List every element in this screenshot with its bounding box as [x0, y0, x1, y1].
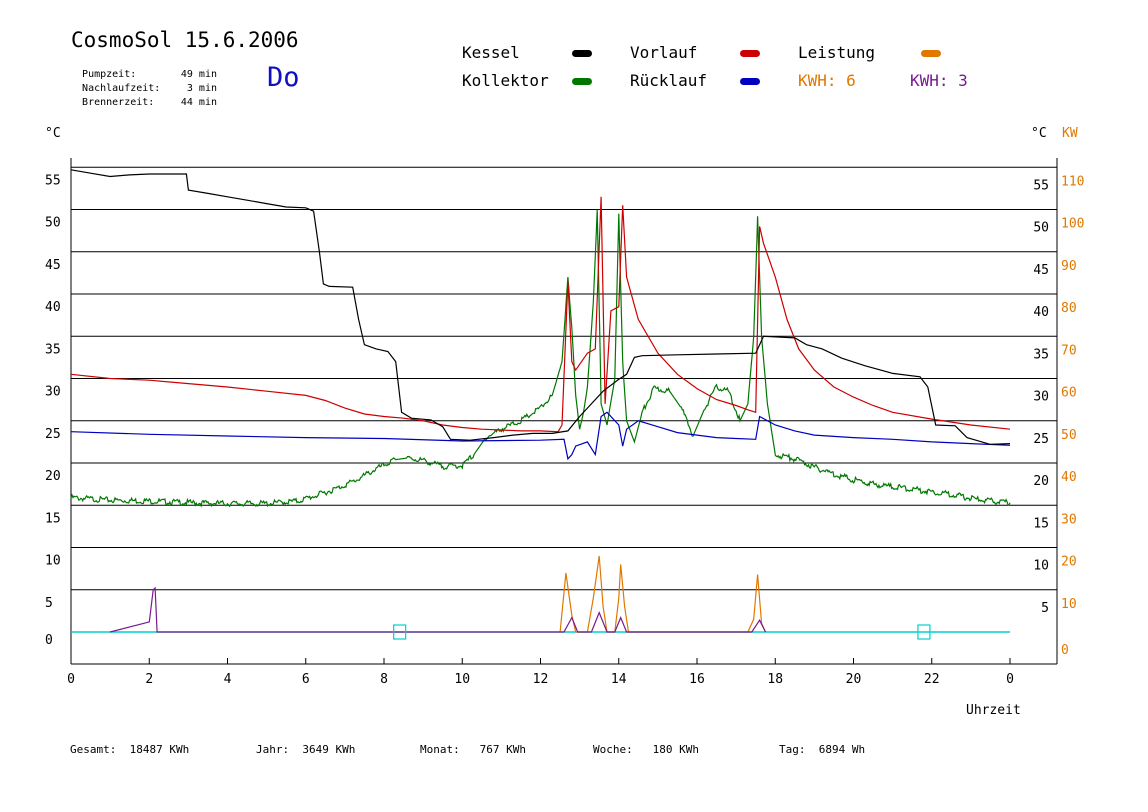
footer-label: Gesamt:: [70, 743, 117, 756]
series-vorlauf: [70, 196, 1011, 433]
stat-label: Pumpzeit:: [82, 69, 137, 80]
stat-value: 3 min: [186, 83, 217, 94]
x-tick-label: 18: [767, 672, 783, 687]
baseline-marker: [917, 624, 931, 640]
x-tick-label: 6: [302, 672, 310, 687]
stat-value: 44 min: [180, 97, 217, 108]
y-tick-label-left: 25: [45, 427, 61, 442]
y-tick-label-left: 35: [45, 342, 61, 357]
x-tick-label: 16: [689, 672, 705, 687]
y-tick-label-right: 25: [1033, 432, 1049, 447]
series-brenner: [109, 586, 767, 633]
legend-ruecklauf: Rücklauf: [630, 71, 708, 90]
footer-value: 18487 KWh: [129, 743, 190, 756]
y-tick-label-right: 35: [1033, 347, 1049, 362]
y-tick-label-right: 5: [1041, 601, 1049, 616]
y-tick-label-right: 40: [1033, 305, 1049, 320]
x-axis-label: Uhrzeit: [966, 703, 1021, 718]
legend-kessel-swatch: [572, 50, 592, 57]
y2-tick-label: 80: [1061, 301, 1077, 316]
y-tick-label-left: 15: [45, 511, 61, 526]
series-ruecklauf: [70, 411, 1011, 461]
y2-tick-label: 60: [1061, 386, 1077, 401]
legend-kwh-solar: KWH: 6: [798, 71, 856, 90]
legend-vorlauf: Vorlauf: [630, 43, 698, 62]
y-tick-label-right: 20: [1033, 474, 1049, 489]
y2-tick-label: 20: [1061, 555, 1077, 570]
footer-label: Tag:: [779, 743, 806, 756]
right-axis-unit-c: °C: [1031, 126, 1047, 141]
y-tick-label-right: 45: [1033, 263, 1049, 278]
legend-ruecklauf-swatch: [740, 78, 760, 85]
y-tick-label-left: 40: [45, 300, 61, 315]
stat-value: 49 min: [180, 69, 217, 80]
legend-kwh-burner: KWH: 3: [910, 71, 968, 90]
stat-nachlaufzeit: Nachlaufzeit: 3 min: [70, 72, 217, 94]
y-tick-label-left: 20: [45, 469, 61, 484]
weekday-label: Do: [267, 62, 300, 93]
y-tick-label-left: 55: [45, 173, 61, 188]
y-tick-label-left: 0: [45, 633, 53, 648]
x-tick-label: 0: [67, 672, 75, 687]
chart-title: CosmoSol 15.6.2006: [71, 28, 299, 52]
footer-value: 180 KWh: [652, 743, 699, 756]
series-kessel: [70, 169, 1011, 446]
y-tick-label-right: 15: [1033, 516, 1049, 531]
x-tick-label: 4: [224, 672, 232, 687]
legend-kollektor-swatch: [572, 78, 592, 85]
footer-tag: Tag: 6894 Wh: [779, 743, 865, 756]
y-tick-label-right: 30: [1033, 390, 1049, 405]
x-tick-label: 20: [846, 672, 862, 687]
legend-kollektor: Kollektor: [462, 71, 549, 90]
footer-jahr: Jahr: 3649 KWh: [256, 743, 355, 756]
x-tick-label: 8: [380, 672, 388, 687]
x-tick-label: 0: [1006, 672, 1014, 687]
x-tick-label: 14: [611, 672, 627, 687]
y-tick-label-left: 10: [45, 554, 61, 569]
y-tick-label-right: 55: [1033, 178, 1049, 193]
footer-value: 6894 Wh: [818, 743, 866, 756]
right-axis-unit-kw: KW: [1062, 126, 1078, 141]
footer-label: Jahr:: [256, 743, 290, 756]
y2-tick-label: 50: [1061, 428, 1077, 443]
y2-tick-label: 70: [1061, 343, 1077, 358]
y-tick-label-left: 30: [45, 385, 61, 400]
legend-leistung: Leistung: [798, 43, 876, 62]
stat-brennerzeit: Brennerzeit: 44 min: [70, 86, 217, 108]
stat-pumpzeit: Pumpzeit: 49 min: [70, 58, 217, 80]
x-tick-label: 10: [454, 672, 470, 687]
y-tick-label-right: 10: [1033, 559, 1049, 574]
y2-tick-label: 10: [1061, 597, 1077, 612]
footer-gesamt: Gesamt: 18487 KWh: [70, 743, 189, 756]
series-kollektor: [70, 209, 1011, 508]
y-tick-label-left: 50: [45, 216, 61, 231]
stat-label: Brennerzeit:: [82, 97, 155, 108]
x-tick-label: 12: [533, 672, 549, 687]
footer-monat: Monat: 767 KWh: [420, 743, 526, 756]
y-tick-label-left: 45: [45, 258, 61, 273]
y-tick-label-right: 50: [1033, 221, 1049, 236]
footer-label: Woche:: [593, 743, 633, 756]
footer-woche: Woche: 180 KWh: [593, 743, 699, 756]
legend-leistung-swatch: [921, 50, 941, 57]
footer-value: 3649 KWh: [302, 743, 356, 756]
y2-tick-label: 110: [1061, 174, 1084, 189]
stat-label: Nachlaufzeit:: [82, 83, 161, 94]
x-tick-label: 2: [145, 672, 153, 687]
legend-vorlauf-swatch: [740, 50, 760, 57]
footer-label: Monat:: [420, 743, 460, 756]
series-leistung: [559, 555, 767, 633]
y2-tick-label: 40: [1061, 470, 1077, 485]
y2-tick-label: 100: [1061, 217, 1084, 232]
y2-tick-label: 90: [1061, 259, 1077, 274]
left-axis-unit: °C: [45, 126, 61, 141]
y-tick-label-left: 5: [45, 596, 53, 611]
legend-kessel: Kessel: [462, 43, 520, 62]
footer-value: 767 KWh: [479, 743, 526, 756]
x-tick-label: 22: [924, 672, 940, 687]
baseline-marker: [393, 624, 407, 640]
y2-tick-label: 0: [1061, 643, 1069, 658]
y2-tick-label: 30: [1061, 512, 1077, 527]
